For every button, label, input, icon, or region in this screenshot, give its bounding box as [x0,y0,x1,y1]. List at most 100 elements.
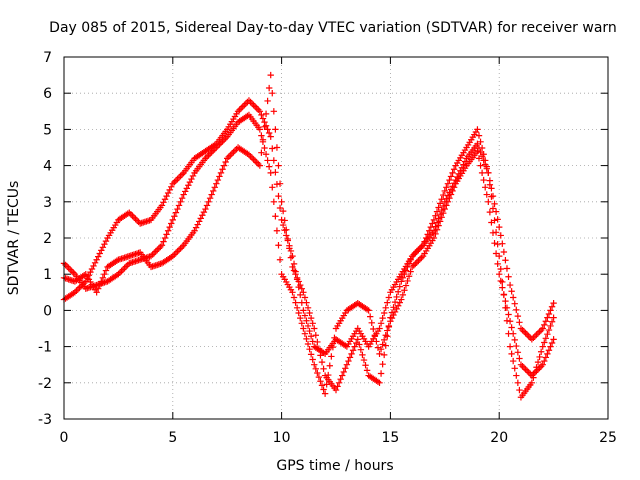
data-point [339,372,346,379]
data-point [93,256,100,263]
data-point [514,312,522,320]
data-point [503,317,511,324]
data-point [460,161,467,168]
data-point [219,138,226,145]
data-point [399,274,407,282]
data-point [539,361,546,368]
data-point [309,356,316,363]
data-point [544,314,551,321]
data-point [407,268,414,275]
data-point [474,140,481,148]
data-point [349,347,357,354]
data-point [454,173,461,181]
data-point [132,215,139,223]
data-point [443,195,450,202]
data-point [363,367,371,374]
data-point [401,271,408,278]
data-point [505,311,512,318]
y-tick-label: 2 [43,231,52,247]
data-point [62,261,69,269]
data-point [398,296,405,303]
data-point [450,166,458,173]
data-point [99,244,107,251]
data-point [405,260,413,267]
data-point [270,108,278,115]
series-3-points [60,71,557,401]
data-point [65,264,72,272]
data-point [275,162,282,169]
data-point [74,285,82,293]
data-point [366,313,374,320]
data-point [269,145,276,152]
data-point [265,163,273,170]
data-point [394,302,402,309]
data-point [340,368,347,376]
y-tick-label: 1 [43,267,52,283]
data-point [514,379,522,386]
data-point [399,291,407,299]
data-point [480,157,487,164]
data-point [547,322,554,330]
data-point [485,198,492,205]
data-point [101,241,108,248]
data-point [250,156,257,163]
data-point [70,269,77,276]
data-point [401,287,408,294]
data-point [267,169,274,177]
data-point [429,220,436,227]
data-point [255,160,262,168]
chart-title: Day 085 of 2015, Sidereal Day-to-day VTE… [49,20,617,36]
data-point [332,386,340,394]
data-point [486,208,494,216]
data-point [514,349,522,356]
data-point [435,222,442,229]
data-point [376,350,383,358]
data-point [497,232,504,239]
data-point [251,103,259,110]
data-point [180,191,187,198]
data-point [517,325,525,332]
data-point [182,188,189,195]
data-point [502,297,509,305]
data-point [373,338,380,345]
data-point [520,328,528,335]
data-point [177,172,184,180]
data-point [185,182,192,189]
data-point [443,184,450,191]
data-point [416,256,424,263]
x-tick-label: 10 [273,430,291,446]
data-point [494,241,501,248]
data-point [530,334,537,342]
data-point [506,343,514,350]
data-point [306,327,313,335]
data-point [398,278,405,285]
data-point [534,329,542,337]
data-point [477,162,484,169]
data-point [523,367,531,375]
data-point [298,285,306,292]
data-point [284,235,292,243]
data-point [488,193,495,200]
data-point [300,307,307,314]
data-point [536,328,543,335]
data-point [157,243,164,250]
data-point [374,344,382,351]
data-point [491,239,498,247]
data-point [545,310,553,318]
data-point [477,148,484,156]
data-point [494,216,501,223]
data-point [523,331,531,338]
data-point [331,334,338,342]
data-point [435,215,442,222]
data-point [203,153,211,161]
x-axis-title: GPS time / hours [276,458,393,474]
y-tick-label: 0 [43,303,52,319]
data-point [544,350,551,358]
data-point [438,214,445,221]
data-point [335,379,343,386]
data-point [259,115,267,122]
data-point [412,260,419,268]
data-point [499,284,506,291]
data-point [278,198,285,205]
